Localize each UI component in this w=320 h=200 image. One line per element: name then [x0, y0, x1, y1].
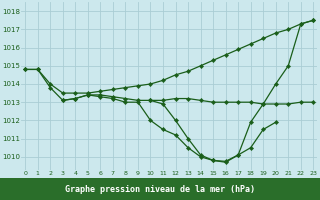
Text: Graphe pression niveau de la mer (hPa): Graphe pression niveau de la mer (hPa)	[65, 184, 255, 194]
